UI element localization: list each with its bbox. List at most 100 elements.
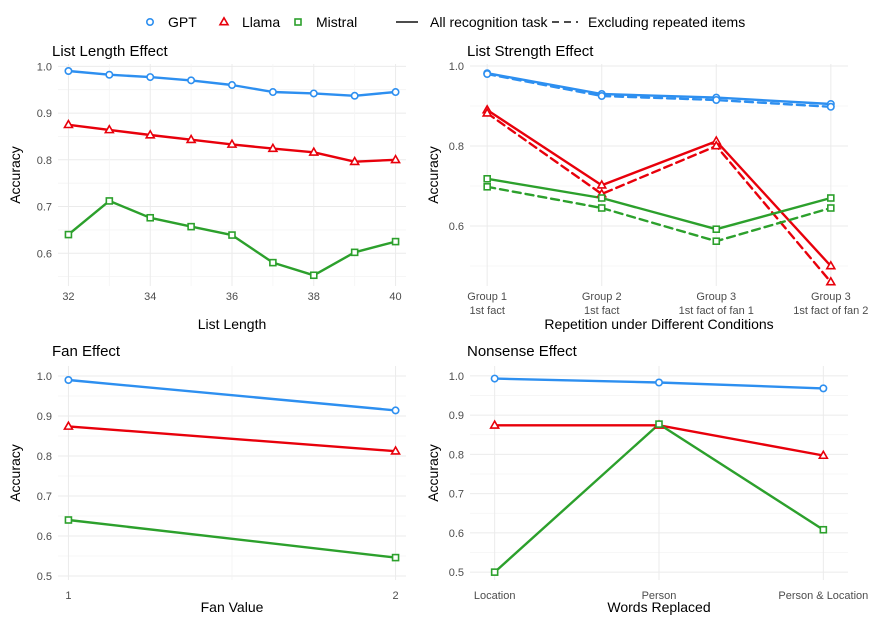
x-tick-label: 1st fact — [469, 305, 504, 317]
data-point-mistral — [483, 175, 491, 183]
y-tick-label: 0.8 — [37, 451, 52, 463]
y-tick-label: 0.7 — [449, 489, 464, 501]
data-point-gpt — [64, 67, 73, 76]
data-point-llama — [481, 107, 493, 117]
x-axis-label: Repetition under Different Conditions — [544, 316, 773, 332]
x-tick-label: Person — [642, 590, 677, 602]
data-point-gpt — [187, 76, 196, 85]
data-point-mistral — [105, 197, 114, 205]
y-tick-label: 0.5 — [37, 571, 52, 583]
y-tick-label: 0.8 — [449, 449, 464, 461]
x-tick-label: 32 — [62, 291, 74, 303]
panel-2: 0.6 0.8 1.0 Group 1 1st fact Group 2 1st fact G… — [425, 43, 868, 332]
y-tick-label: 0.5 — [449, 567, 464, 579]
panel-title: List Length Effect — [52, 43, 168, 60]
y-axis-label: Accuracy — [425, 146, 441, 204]
data-point-mistral — [391, 553, 400, 562]
data-point-mistral — [712, 237, 721, 245]
data-point-mistral — [597, 194, 606, 202]
x-tick-label: Group 1 — [467, 291, 507, 303]
x-tick-label: Person & Location — [778, 590, 868, 602]
panel-1: 0.6 0.7 0.8 0.9 1.0 32 34 36 38 40 List Length Eff… — [7, 43, 406, 332]
x-tick-label: 40 — [389, 291, 401, 303]
data-point-llama — [710, 140, 722, 150]
data-point-llama — [226, 138, 238, 148]
legend-label-solid: All recognition task — [430, 14, 549, 30]
series-line-mistral-dashed — [486, 185, 832, 243]
x-tick-label: Group 2 — [582, 291, 622, 303]
data-point-mistral — [827, 194, 835, 202]
y-tick-label: 1.0 — [449, 61, 464, 73]
data-point-llama — [103, 124, 115, 134]
y-tick-label: 0.6 — [37, 531, 52, 543]
x-axis-label: List Length — [198, 316, 267, 332]
series-line-mistral — [67, 518, 397, 559]
x-tick-label: 1st fact of fan 1 — [679, 305, 754, 317]
y-tick-label: 0.7 — [37, 202, 52, 214]
y-axis-label: Accuracy — [425, 444, 441, 502]
x-tick-label: 34 — [144, 291, 156, 303]
data-point-gpt — [64, 375, 73, 384]
x-tick-label: Group 3 — [811, 291, 851, 303]
data-point-mistral — [827, 204, 835, 212]
y-tick-label: 1.0 — [37, 61, 52, 73]
legend-key-gpt — [146, 17, 155, 26]
panel-title: Nonsense Effect — [467, 343, 578, 360]
data-point-mistral — [64, 516, 73, 524]
data-point-mistral — [490, 568, 499, 576]
x-tick-label: 1st fact of fan 2 — [793, 305, 868, 317]
data-point-gpt — [483, 70, 492, 79]
data-point-mistral — [269, 258, 277, 267]
legend-label-dashed: Excluding repeated items — [588, 14, 745, 30]
y-tick-label: 0.9 — [37, 411, 52, 423]
x-tick-label: Location — [474, 590, 516, 602]
y-tick-label: 0.8 — [449, 141, 464, 153]
panel-title: List Strength Effect — [467, 43, 594, 60]
data-point-gpt — [228, 81, 237, 90]
data-point-gpt — [826, 102, 835, 111]
data-point-gpt — [712, 96, 721, 105]
data-point-gpt — [819, 384, 828, 393]
y-tick-label: 0.6 — [37, 248, 52, 260]
legend-label-llama: Llama — [242, 14, 280, 30]
x-axis-label: Fan Value — [201, 599, 264, 615]
data-point-mistral — [391, 237, 400, 246]
y-axis-label: Accuracy — [7, 444, 23, 502]
data-point-gpt — [654, 378, 663, 387]
data-point-llama — [390, 445, 401, 455]
panel-4: 0.5 0.6 0.7 0.8 0.9 1.0 Location Person Person &… — [425, 343, 868, 615]
data-point-mistral — [309, 271, 318, 280]
chart-panels: 0.6 0.7 0.8 0.9 1.0 32 34 36 38 40 List Length Eff… — [7, 43, 868, 615]
legend-label-gpt: GPT — [168, 14, 197, 30]
panel-title: Fan Effect — [52, 343, 121, 360]
data-point-mistral — [597, 204, 606, 212]
data-point-llama — [390, 154, 401, 164]
y-axis-label: Accuracy — [7, 146, 23, 204]
x-tick-label: 38 — [308, 291, 320, 303]
series-line-gpt — [486, 71, 832, 106]
data-point-mistral — [228, 231, 236, 239]
legend-key-mistral — [294, 18, 302, 26]
data-point-llama — [349, 155, 361, 166]
data-point-llama — [825, 276, 837, 286]
data-point-mistral — [64, 230, 73, 239]
data-point-llama — [63, 118, 74, 129]
x-tick-label: 1st fact — [584, 305, 619, 317]
data-point-mistral — [187, 222, 195, 231]
data-point-mistral — [483, 183, 491, 191]
series-line-llama — [486, 108, 832, 268]
data-point-llama — [63, 420, 74, 430]
data-point-mistral — [146, 213, 155, 222]
y-tick-label: 0.6 — [449, 221, 464, 233]
x-axis-label: Words Replaced — [607, 599, 710, 615]
data-point-llama — [825, 260, 837, 270]
series-line-gpt-dashed — [486, 72, 832, 109]
data-point-mistral — [655, 420, 663, 428]
data-point-gpt — [597, 92, 606, 101]
legend-key-llama — [218, 16, 230, 26]
series-line-llama — [67, 425, 397, 453]
data-point-gpt — [105, 70, 114, 79]
data-point-llama — [144, 129, 156, 139]
series-line-gpt — [67, 378, 397, 412]
data-point-mistral — [819, 525, 828, 534]
